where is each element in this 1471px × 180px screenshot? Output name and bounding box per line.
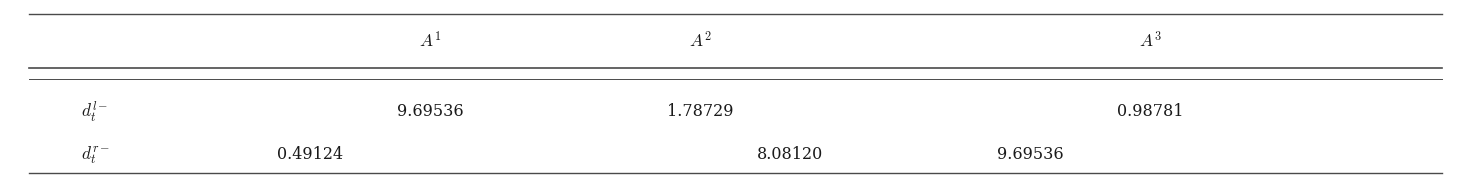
Text: $d_t^{r-}$: $d_t^{r-}$ <box>81 144 110 166</box>
Text: $A^2$: $A^2$ <box>688 31 712 51</box>
Text: 8.08120: 8.08120 <box>758 146 824 163</box>
Text: $d_t^{l-}$: $d_t^{l-}$ <box>81 100 109 124</box>
Text: $A^3$: $A^3$ <box>1139 31 1161 51</box>
Text: 9.69536: 9.69536 <box>997 146 1064 163</box>
Text: $A^1$: $A^1$ <box>419 31 441 51</box>
Text: 1.78729: 1.78729 <box>666 103 733 120</box>
Text: 0.49124: 0.49124 <box>277 146 343 163</box>
Text: 0.98781: 0.98781 <box>1116 103 1183 120</box>
Text: 9.69536: 9.69536 <box>397 103 463 120</box>
